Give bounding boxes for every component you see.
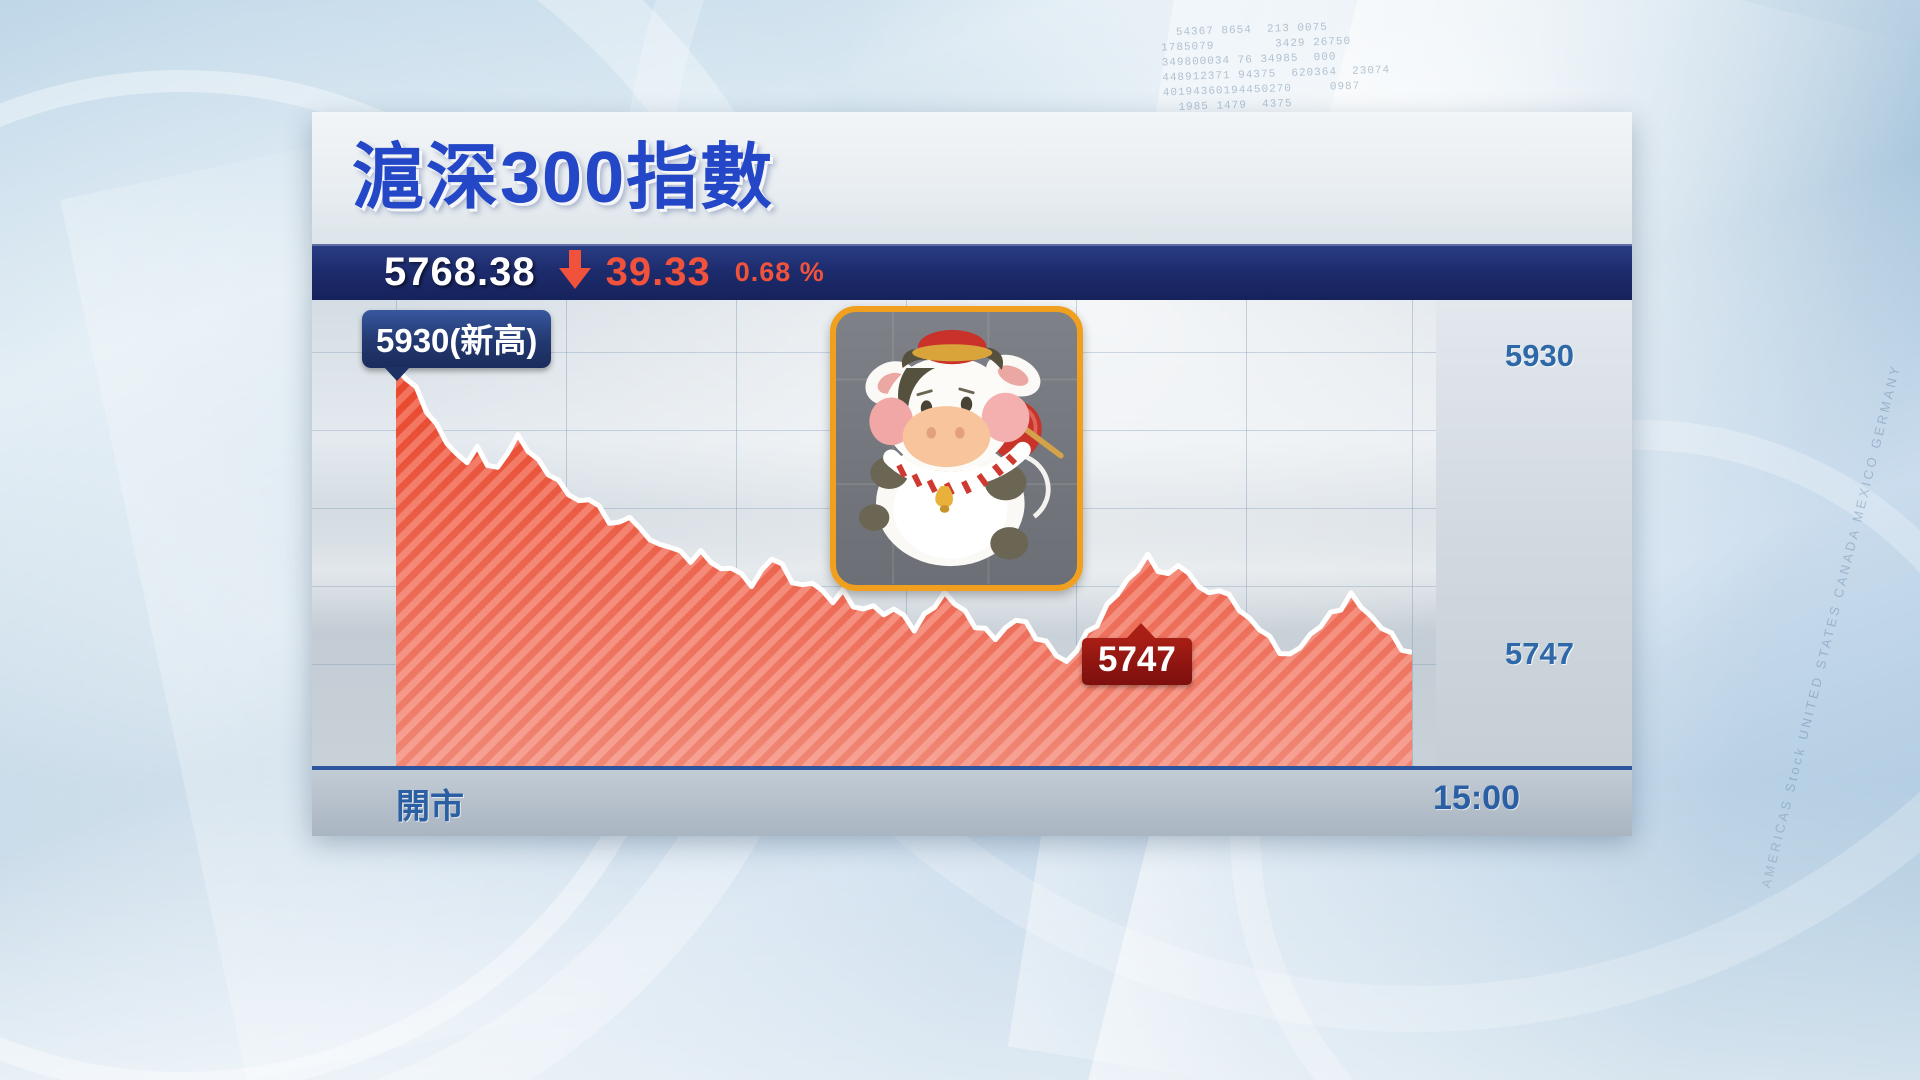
percent-change: 0.68 % [734, 256, 825, 287]
low-marker-badge: 5747 [1082, 623, 1192, 685]
last-price: 5768.38 [384, 249, 536, 294]
ox-mascot-card [830, 306, 1083, 591]
panel-header: 滬深300指數 [312, 112, 1632, 244]
x-axis-end-label: 15:00 [1433, 779, 1520, 817]
x-axis-start-label: 開市 [396, 788, 464, 826]
axis-label-low: 5747 [1505, 636, 1574, 671]
chart-right-axis: 5930 5747 [1436, 300, 1632, 766]
quote-bar: 5768.38 39.33 0.68 % [312, 244, 1632, 300]
high-marker-badge: 5930(新高) [362, 310, 552, 381]
axis-label-high: 5930 [1505, 338, 1574, 373]
arrow-down-icon [558, 249, 592, 295]
ox-mascot-icon [836, 312, 1077, 585]
page-title: 滬深300指數 [352, 138, 775, 218]
index-graphic-panel: 滬深300指數 5768.38 39.33 0.68 % [312, 112, 1632, 836]
price-change: 39.33 [605, 249, 711, 294]
intraday-chart: 5930 5747 5930(新高) 5747 [312, 300, 1632, 766]
panel-footer: 開市 15:00 [312, 766, 1632, 836]
